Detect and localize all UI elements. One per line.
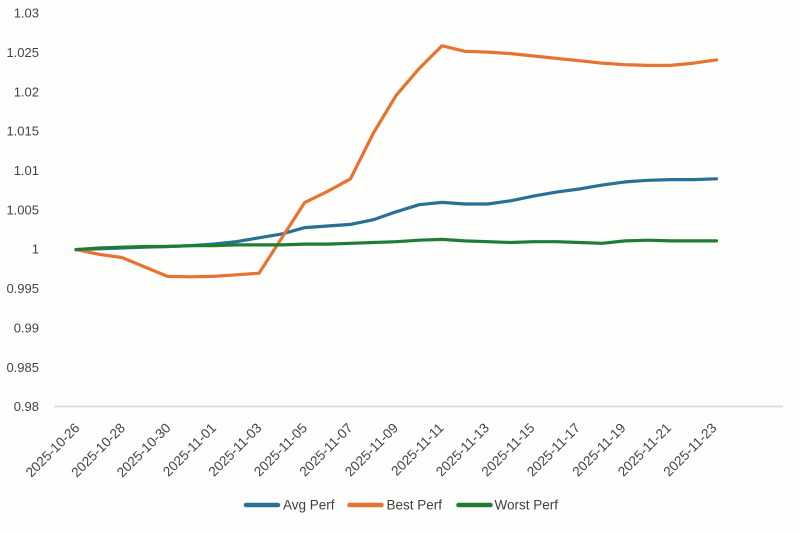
svg-text:1.025: 1.025: [6, 45, 39, 60]
svg-text:1.005: 1.005: [6, 202, 39, 217]
svg-text:Avg Perf: Avg Perf: [283, 498, 335, 513]
svg-text:0.985: 0.985: [6, 360, 39, 375]
svg-text:1: 1: [32, 242, 39, 257]
svg-text:0.99: 0.99: [14, 320, 39, 335]
svg-text:Worst Perf: Worst Perf: [495, 498, 559, 513]
svg-text:Best Perf: Best Perf: [387, 498, 443, 513]
svg-text:0.98: 0.98: [14, 399, 39, 414]
svg-text:1.02: 1.02: [14, 84, 39, 99]
svg-text:0.995: 0.995: [6, 281, 39, 296]
svg-text:1.01: 1.01: [14, 163, 39, 178]
svg-text:1.015: 1.015: [6, 124, 39, 139]
svg-text:1.03: 1.03: [14, 6, 39, 21]
